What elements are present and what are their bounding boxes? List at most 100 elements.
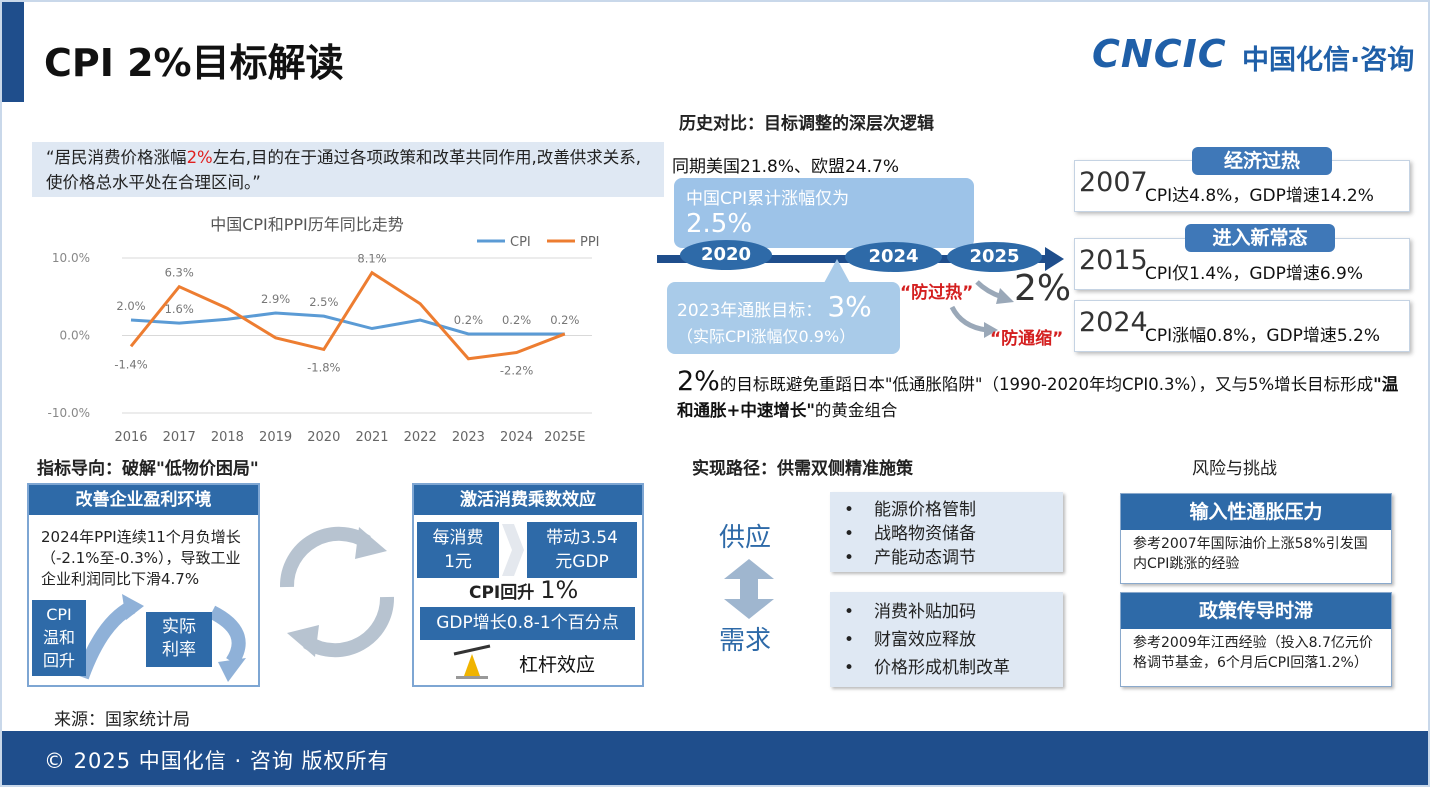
history-card: 2007 CPI达4.8%，GDP增速14.2%	[1074, 160, 1410, 212]
risk-box: 输入性通胀压力 参考2007年国际油价上涨58%引发国内CPI跳涨的经验	[1120, 493, 1392, 584]
tag-line: 回升	[42, 651, 75, 670]
logo-mark: CNCIC	[1092, 32, 1227, 76]
tag-line: 温和	[42, 628, 75, 647]
source: 来源：国家统计局	[54, 710, 190, 730]
card-year: 2024	[1079, 307, 1148, 338]
anti-deflation: “防通缩”	[990, 329, 1064, 349]
year-oval: 2020	[680, 240, 772, 270]
target-box: 2023年通胀目标： 3% （实际CPI涨幅仅0.9%）	[667, 282, 900, 354]
risk-text: 参考2007年国际油价上涨58%引发国内CPI跳涨的经验	[1133, 536, 1368, 572]
data-label: 2.9%	[261, 292, 290, 306]
logo-text: 中国化信·咨询	[1242, 45, 1415, 76]
cpi-rise-label: CPI回升	[469, 583, 535, 603]
step: 每消费 1元	[417, 522, 499, 578]
data-label: 6.3%	[165, 266, 194, 280]
risk-box: 政策传导时滞 参考2009年江西经验（投入8.7亿元价格调节基金，6个月后CPI回…	[1120, 592, 1392, 687]
target-value: 3%	[827, 290, 872, 323]
china-label: 中国CPI累计涨幅仅为	[686, 189, 850, 209]
year-oval: 2025	[947, 242, 1042, 272]
gdp-box: GDP增长0.8-1个百分点	[420, 607, 635, 640]
x-tick-label: 2016	[114, 430, 147, 445]
series-line	[130, 311, 565, 336]
target-note: （实际CPI涨幅仅0.9%）	[677, 327, 856, 346]
summary: 2%的目标既避免重蹈日本"低通胀陷阱"（1990-2020年均CPI0.3%），…	[677, 366, 1407, 424]
y-tick-label: -10.0%	[48, 406, 90, 420]
section-title: 实现路径：供需双侧精准施策	[692, 459, 913, 479]
card-badge: 进入新常态	[1185, 224, 1335, 252]
data-label: -1.4%	[114, 357, 147, 371]
arrow-decor	[75, 594, 246, 682]
demand-list: 消费补贴加码财富效应释放价格形成机制改革	[830, 592, 1063, 687]
history-card: 2024 CPI涨幅0.8%，GDP增速5.2%	[1074, 300, 1410, 352]
data-label: 2.0%	[116, 299, 145, 313]
step-line: 1元	[444, 552, 472, 572]
cpi-rise-value: 1%	[540, 576, 579, 604]
x-tick-label: 2017	[163, 430, 196, 445]
tag: CPI 温和回升	[32, 600, 86, 676]
supply-label: 供应	[719, 523, 772, 553]
x-tick-label: 2021	[355, 430, 388, 445]
year-oval: 2024	[845, 242, 942, 272]
quote: “居民消费价格涨幅2%左右,目的在于通过各项政策和改革共同作用,改善供求关系,使…	[32, 142, 664, 197]
x-tick-label: 2025E	[544, 430, 585, 445]
card-year: 2007	[1079, 167, 1148, 198]
list-item: 价格形成机制改革	[844, 654, 1063, 682]
section-title: 风险与挑战	[1192, 459, 1277, 479]
section-title: 指标导向：破解"低物价困局"	[37, 459, 259, 479]
data-label: 0.2%	[550, 313, 579, 327]
card-year: 2015	[1079, 245, 1148, 276]
list-item: 能源价格管制	[844, 498, 1063, 522]
data-label: 8.1%	[357, 252, 386, 266]
data-label: -1.8%	[307, 360, 340, 374]
summary-text: 的目标既避免重蹈日本"低通胀陷阱"（1990-2020年均CPI0.3%），又与…	[719, 375, 1374, 394]
data-label: 0.2%	[454, 313, 483, 327]
list-item: 战略物资储备	[844, 522, 1063, 546]
tag-line: 实际	[162, 617, 196, 637]
x-tick-label: 2023	[452, 430, 485, 445]
x-tick-label: 2018	[211, 430, 244, 445]
tag: 实际 利率	[146, 612, 212, 667]
quote-text: 左右,目的在于通过各项政策和改革共同作用,改善供求关系,使价格总水平处在合理区间…	[46, 148, 641, 192]
supply-list: 能源价格管制战略物资储备产能动态调节	[830, 492, 1063, 572]
y-tick-label: 0.0%	[60, 329, 91, 343]
summary-lead: 2%	[677, 366, 720, 397]
card-badge: 经济过热	[1192, 147, 1332, 175]
lever-icon	[453, 644, 491, 679]
comparison: 同期美国21.8%、欧盟24.7%	[672, 157, 900, 177]
section-title: 历史对比：目标调整的深层次逻辑	[679, 114, 934, 134]
multiplier-box: 激活消费乘数效应	[412, 483, 644, 687]
legend-label: CPI	[510, 235, 531, 250]
footer: © 2025 中国化信 · 咨询 版权所有	[2, 731, 1428, 785]
x-tick-label: 2019	[259, 430, 292, 445]
line-chart: 中国CPI和PPI历年同比走势 -10.0% 0.0% 10.0% 2016 2017 2…	[48, 215, 600, 445]
china-value: 2.5%	[686, 209, 753, 239]
data-label: 0.2%	[502, 313, 531, 327]
risk-text: 参考2009年江西经验（投入8.7亿元价格调节基金，6个月后CPI回落1.2%）	[1133, 635, 1373, 671]
cpi-rise: CPI回升 1%	[469, 576, 578, 604]
data-label: 2.5%	[309, 295, 338, 309]
anti-overheat: “防过热”	[900, 283, 974, 303]
list-item: 消费补贴加码	[844, 598, 1063, 626]
quote-highlight: 2%	[186, 148, 213, 167]
summary-bold: "温和通胀+中速增长"	[677, 375, 1399, 420]
x-tick-label: 2022	[404, 430, 437, 445]
list-item: 产能动态调节	[844, 546, 1063, 570]
step-line: 每消费	[432, 528, 484, 548]
risk-title: 政策传导时滞	[1121, 593, 1391, 629]
box-text: 2024年PPI连续11个月负增长（-2.1%至-0.3%），导致工业企业利润同…	[41, 528, 241, 588]
list-item: 财富效应释放	[844, 626, 1063, 654]
box-title: 激活消费乘数效应	[414, 485, 642, 515]
legend-label: PPI	[580, 235, 600, 250]
series-line	[129, 270, 566, 361]
x-tick-label: 2020	[307, 430, 340, 445]
card-text: CPI涨幅0.8%，GDP增速5.2%	[1145, 326, 1381, 346]
data-label: -2.2%	[500, 364, 533, 378]
target-2pct: 2%	[1014, 268, 1072, 309]
cycle-icon	[279, 526, 395, 658]
tag-line: CPI	[46, 605, 72, 624]
quote-text: “居民消费价格涨幅	[46, 148, 187, 167]
step-line: 带动3.54	[546, 528, 618, 548]
updown-arrow	[724, 559, 774, 619]
profit-box: 改善企业盈利环境 2024年PPI连续11个月负增长（-2.1%至-0.3%），…	[27, 483, 260, 687]
card-text: CPI达4.8%，GDP增速14.2%	[1145, 186, 1374, 206]
